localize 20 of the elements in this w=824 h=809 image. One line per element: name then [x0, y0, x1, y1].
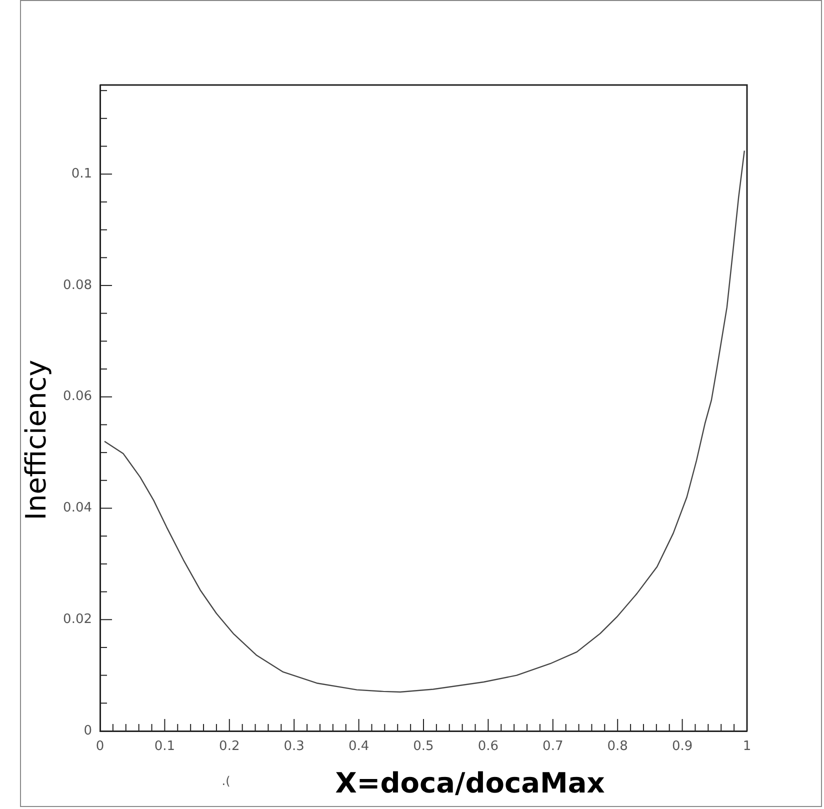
y-tick-label: 0.06 — [63, 389, 92, 404]
y-tick-label: 0.04 — [63, 500, 92, 516]
x-tick-label: 0.1 — [154, 739, 176, 754]
y-tick-label: 0.02 — [63, 612, 92, 627]
x-tick-label: 0.3 — [284, 739, 304, 754]
x-tick-label: 0.4 — [348, 739, 370, 754]
y-axis-title: Inefficiency — [19, 360, 52, 520]
text: .( — [222, 774, 230, 788]
y-tick-label: 0.08 — [63, 278, 92, 293]
x-axis-title: X=doca/docaMax — [335, 766, 605, 800]
y-tick-label: 0.1 — [71, 166, 92, 182]
x-tick-label: 0.9 — [672, 739, 693, 754]
x-tick-label: 1 — [742, 739, 752, 754]
x-tick-label: 0 — [96, 739, 104, 754]
y-tick-label: 0 — [84, 723, 92, 738]
x-tick-label: 0.2 — [219, 739, 240, 754]
x-tick-label: 0.5 — [413, 739, 434, 754]
x-tick-label: 0.7 — [542, 739, 564, 754]
x-tick-label: 0.8 — [607, 739, 628, 754]
x-tick-label: 0.6 — [478, 739, 499, 754]
